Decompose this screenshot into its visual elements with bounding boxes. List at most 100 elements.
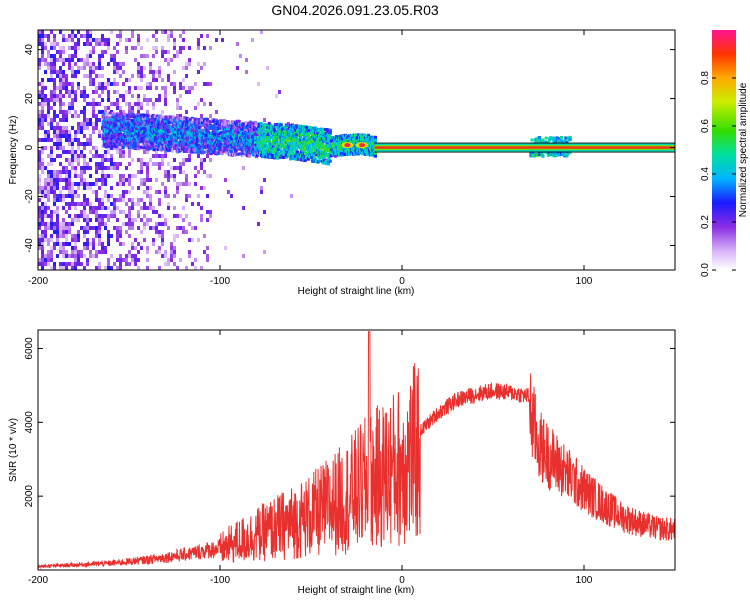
spectrogram-cell	[110, 210, 113, 214]
spectrogram-cell	[197, 194, 200, 198]
spectrogram-cell	[53, 178, 56, 182]
spectrogram-cell	[53, 130, 56, 134]
spectrogram-cell	[149, 198, 152, 202]
spectrogram-cell	[140, 166, 143, 170]
spectrogram-cell	[98, 242, 101, 246]
spectrogram-cell	[71, 54, 74, 58]
spectrogram-cell	[116, 62, 119, 66]
spectrogram-cell	[101, 137, 105, 141]
spectrogram-cell	[160, 124, 164, 128]
spectrogram-cell	[247, 134, 251, 138]
spectrogram-cell	[114, 122, 118, 126]
spectrogram-cell	[252, 125, 256, 129]
spectrogram-cell	[59, 134, 62, 138]
spectrogram-cell	[206, 210, 209, 214]
spectrogram-cell	[59, 118, 62, 122]
spectrogram-cell	[136, 114, 140, 118]
spectrogram-cell	[140, 66, 143, 70]
spectrogram-cell	[266, 133, 270, 137]
spectrogram-cell	[125, 258, 128, 262]
spectrogram-cell	[74, 150, 77, 154]
spectrogram-cell	[167, 258, 170, 262]
spectrogram-cell	[182, 182, 185, 186]
spectrogram-cell	[119, 234, 122, 238]
spectrogram-cell	[112, 112, 116, 116]
spectrogram-cell	[134, 58, 137, 62]
spectrogram-cell	[167, 178, 170, 182]
spectrogram-cell	[50, 258, 53, 262]
spectrogram-cell	[242, 206, 245, 210]
spectrogram-cell	[53, 190, 56, 194]
spectrogram-cell	[56, 114, 59, 118]
spectrogram-cell	[98, 178, 101, 182]
spectrogram-cell	[65, 202, 68, 206]
spectrogram-cell	[59, 98, 62, 102]
spectrogram-cell	[62, 250, 65, 254]
spectrogram-cell	[173, 119, 177, 123]
spectrogram-cell	[108, 130, 112, 134]
spectrogram-cell	[158, 154, 161, 158]
spectrogram-cell	[68, 138, 71, 142]
spectrogram-cell	[272, 142, 276, 146]
spectrogram-cell	[161, 214, 164, 218]
spectrogram-cell	[231, 129, 235, 133]
spectrogram-cell	[125, 50, 128, 54]
spectrogram-cell	[192, 146, 196, 150]
spectrogram-cell	[98, 214, 101, 218]
spectrogram-cell	[68, 158, 71, 162]
spectrogram-cell	[59, 242, 62, 246]
spectrogram-cell	[309, 129, 313, 133]
spectrogram-cell	[38, 42, 41, 46]
spectrogram-cell	[155, 132, 159, 136]
spectrogram-cell	[137, 42, 140, 46]
spectrogram-cell	[110, 102, 113, 106]
spectrogram-cell	[83, 254, 86, 258]
spectrogram-cell	[134, 102, 137, 106]
spectrogram-cell	[50, 266, 53, 270]
spectrogram-cell	[77, 122, 80, 126]
spectrogram-cell	[239, 121, 243, 125]
spectrogram-cell	[62, 222, 65, 226]
spectrogram-cell	[324, 131, 328, 135]
spectrogram-cell	[148, 133, 152, 137]
spectrogram-cell	[164, 50, 167, 54]
spectrogram-cell	[98, 234, 101, 238]
spectrogram-cell	[194, 174, 197, 178]
spectrogram-cell	[47, 154, 50, 158]
spectrogram-cell	[41, 266, 44, 270]
spectrogram-cell	[44, 262, 47, 266]
spectrogram-cell	[50, 226, 53, 230]
spectrogram-cell	[50, 98, 53, 102]
spectrogram-cell	[134, 86, 137, 90]
spectrogram-cell	[41, 122, 44, 126]
spectrogram-cell	[192, 128, 196, 132]
spectrogram-cell	[162, 130, 166, 134]
spectrogram-cell	[104, 110, 107, 114]
spectrogram-cell	[59, 138, 62, 142]
spectrogram-cell	[77, 146, 80, 150]
spectrogram-cell	[80, 202, 83, 206]
spectrogram-cell	[152, 148, 156, 152]
spectrogram-cell	[334, 152, 338, 156]
spectrogram-cell	[50, 46, 53, 50]
spectrogram-cell	[59, 58, 62, 62]
spectrogram-cell	[101, 170, 104, 174]
spectrogram-cell	[167, 58, 170, 62]
spectrogram-cell	[62, 186, 65, 190]
spectrogram-cell	[122, 119, 126, 123]
spectrogram-cell	[71, 158, 74, 162]
spectrogram-cell	[86, 62, 89, 66]
spectrogram-cell	[285, 128, 289, 132]
spectrogram-cell	[74, 110, 77, 114]
spectrogram-cell	[65, 238, 68, 242]
spectrogram-cell	[59, 70, 62, 74]
spectrogram-cell	[171, 124, 175, 128]
spectrogram-cell	[41, 78, 44, 82]
spectrogram-cell	[98, 118, 101, 122]
spectrogram-cell	[47, 186, 50, 190]
spectrogram-cell	[315, 153, 319, 157]
spectrogram-cell	[120, 141, 124, 145]
spectrogram-cell	[344, 134, 348, 138]
spectrogram-cell	[83, 226, 86, 230]
spectrogram-cell	[41, 94, 44, 98]
